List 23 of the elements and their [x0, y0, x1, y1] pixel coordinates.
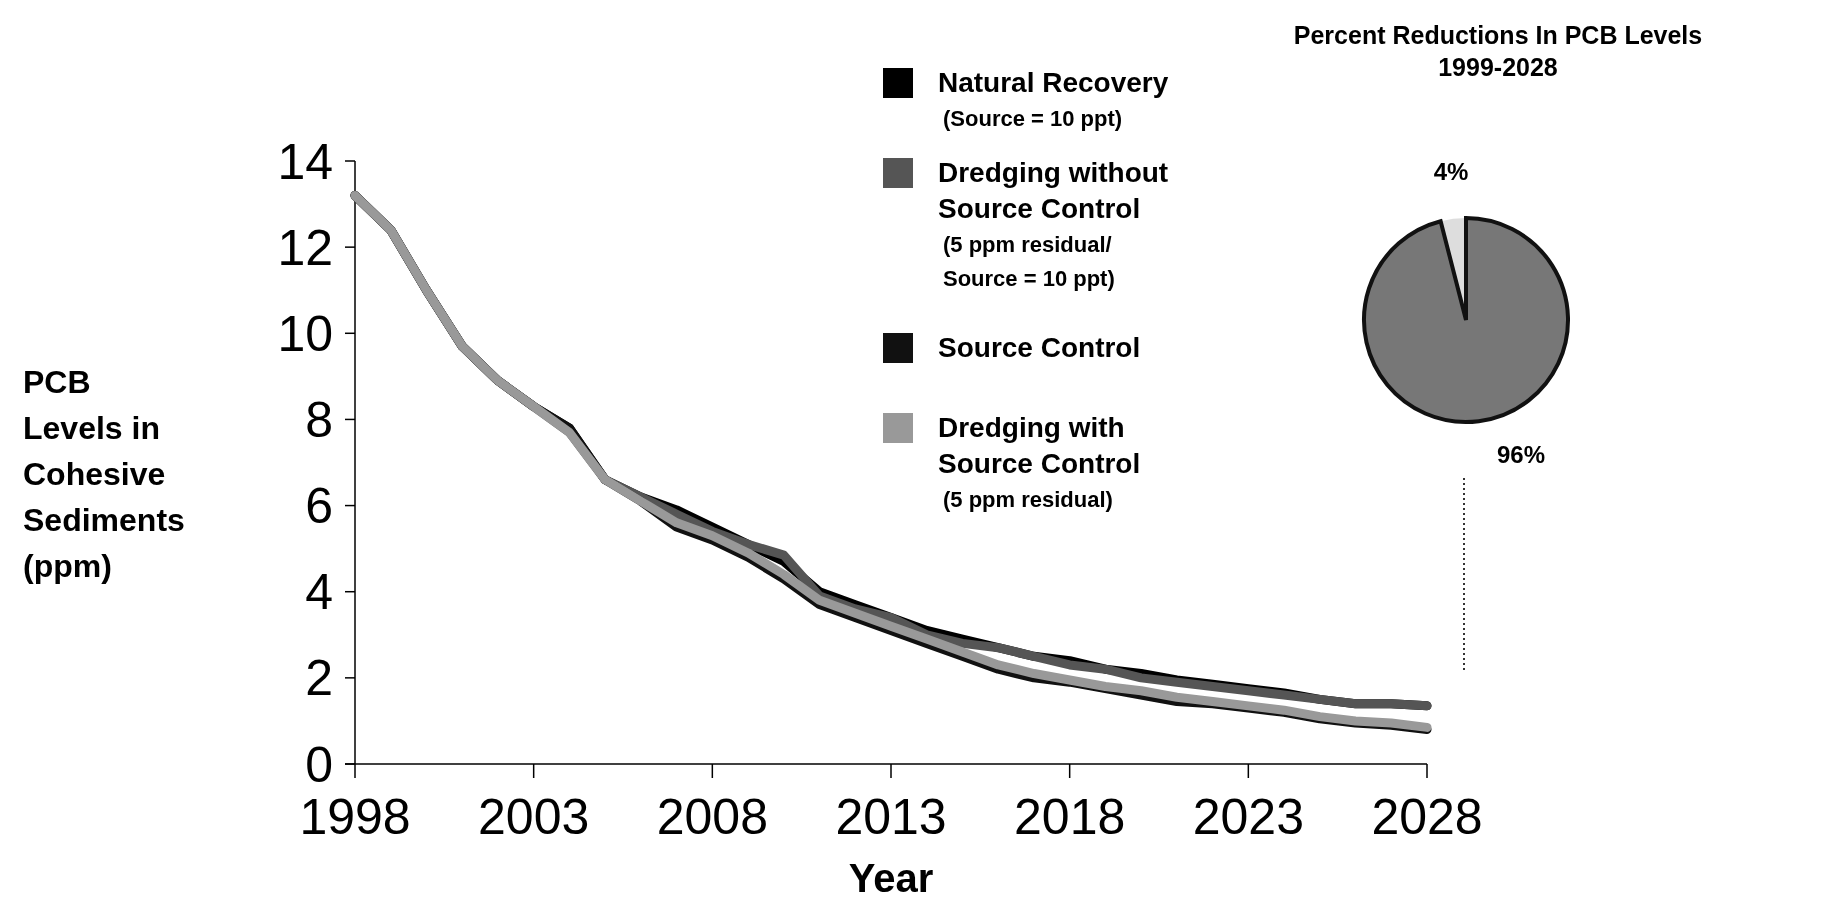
y-tick-label: 6 [305, 478, 333, 535]
legend-label: Dredging with Source Control (5 ppm residual) [938, 412, 1141, 512]
x-tick-label: 2003 [478, 789, 590, 845]
legend-label: Dredging without Source Control (5 ppm residual/ Source = 10 ppt) [938, 157, 1169, 291]
data-label: 4% [1433, 158, 1469, 185]
pie-slice [1362, 216, 1570, 424]
x-tick-label: 2018 [1014, 789, 1126, 845]
x-tick-label: 2008 [656, 789, 768, 845]
legend-label: Natural Recovery (Source = 10 ppt) [938, 67, 1169, 131]
x-tick-label: 2023 [1192, 789, 1304, 845]
data-label: 96% [1496, 441, 1546, 468]
x-tick-label: 2013 [835, 789, 947, 845]
y-tick-label: 2 [305, 650, 333, 707]
legend-label: Source Control [938, 332, 1141, 363]
x-tick-label: 2028 [1371, 789, 1483, 845]
chart-title: Percent Reductions In PCB Levels 1999-2028 [1293, 21, 1703, 81]
y-axis-title: PCB Levels in Cohesive Sediments (ppm) [23, 364, 185, 584]
x-axis-title: Year [848, 856, 934, 900]
y-tick-label: 14 [277, 133, 333, 190]
y-tick-label: 12 [277, 219, 333, 276]
y-tick-label: 8 [305, 391, 333, 448]
y-tick-label: 4 [305, 564, 333, 621]
y-tick-label: 10 [277, 305, 333, 362]
